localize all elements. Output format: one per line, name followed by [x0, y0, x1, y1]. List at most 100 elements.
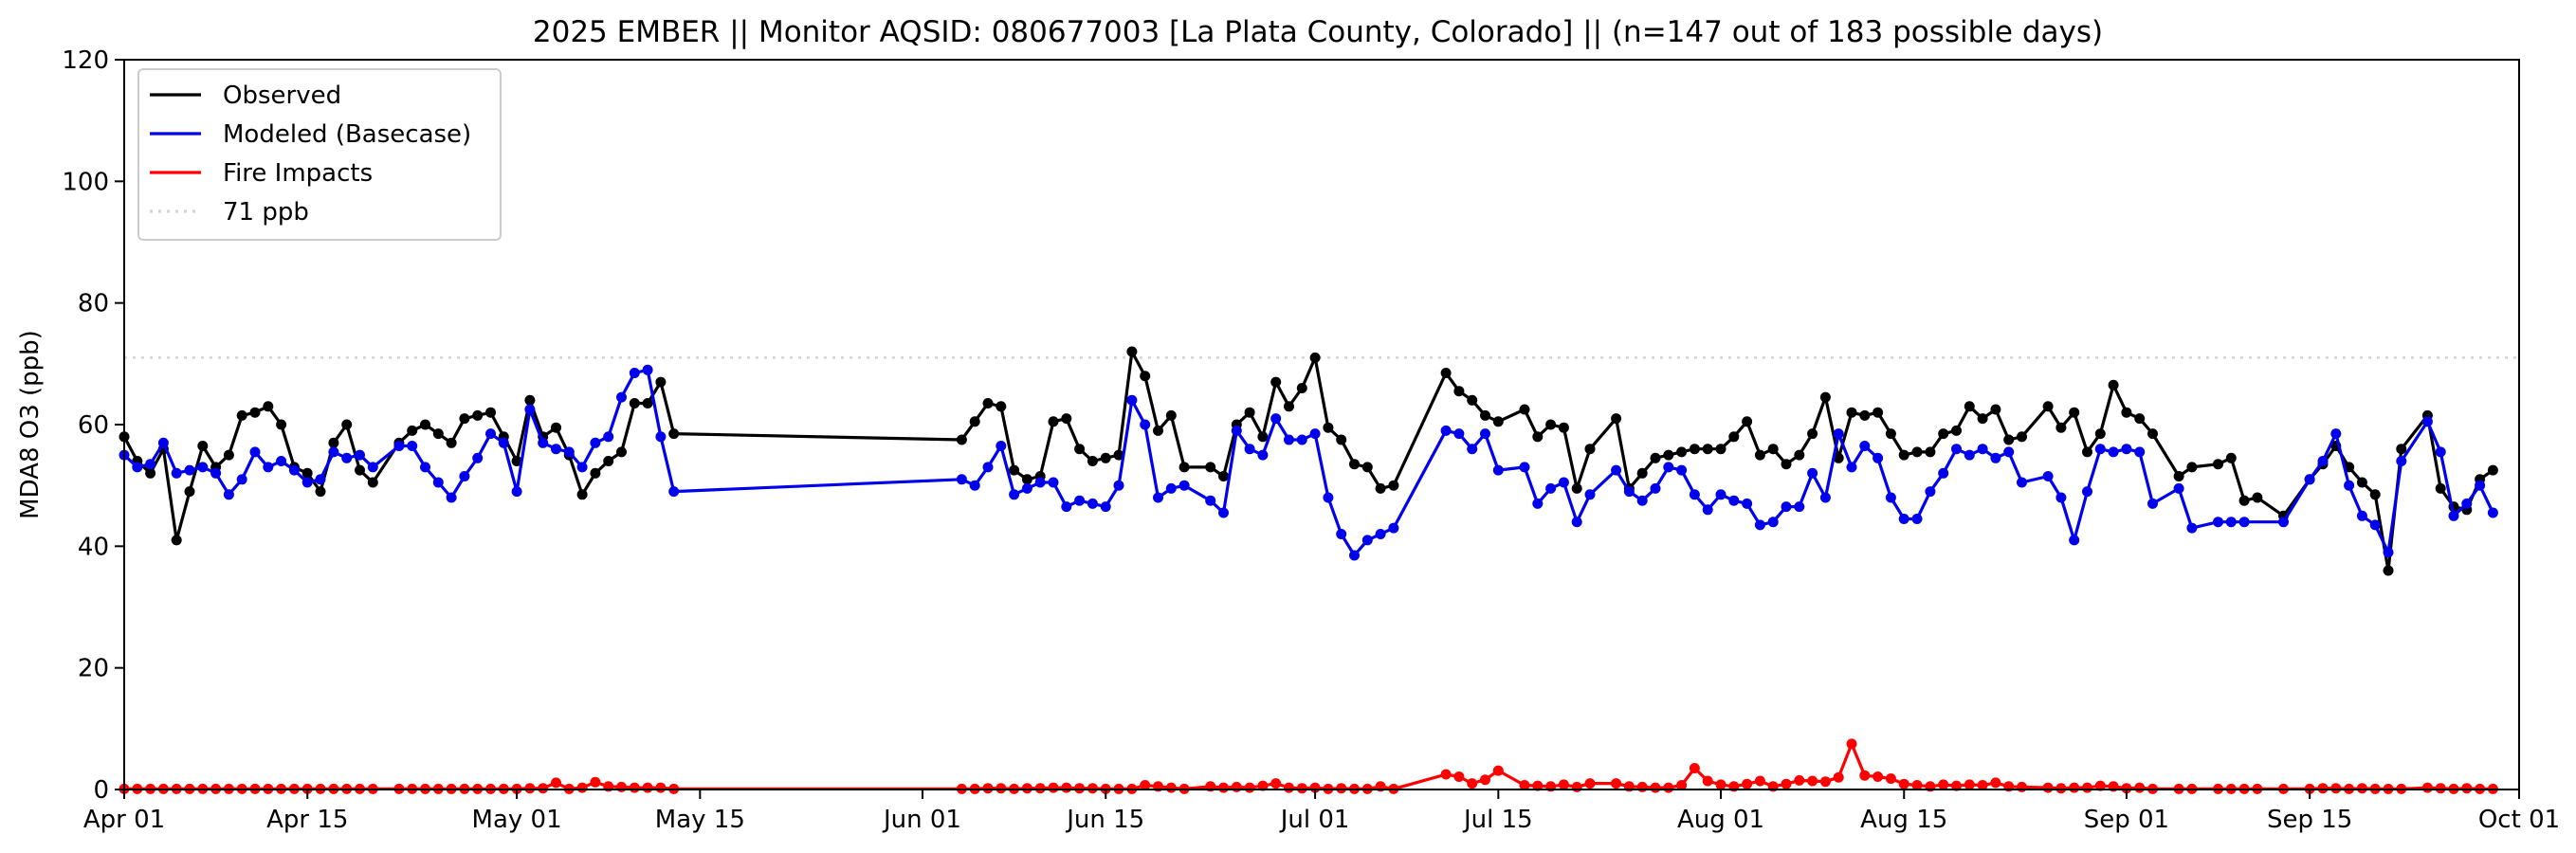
data-point-observed [2369, 489, 2381, 500]
data-point-fire-impacts [1611, 778, 1622, 789]
data-point-modeled-basecase [367, 462, 378, 473]
data-point-modeled-basecase [1519, 462, 1530, 473]
y-tick-label: 100 [62, 168, 109, 196]
data-point-observed [642, 398, 653, 408]
data-point-modeled-basecase [655, 431, 667, 443]
data-point-observed [1165, 409, 1177, 421]
series-modeled-basecase [119, 364, 2498, 561]
x-tick-label: Sep 15 [2267, 806, 2352, 834]
data-point-fire-impacts [1650, 782, 1661, 793]
data-point-modeled-basecase [1990, 452, 2001, 463]
y-axis-label: MDA8 O3 (ppb) [16, 330, 45, 519]
data-point-observed [2042, 401, 2054, 412]
chart-title: 2025 EMBER || Monitor AQSID: 080677003 [… [533, 15, 2103, 49]
data-point-observed [1296, 383, 1307, 393]
data-point-modeled-basecase [1558, 477, 1569, 488]
data-point-fire-impacts [1519, 780, 1530, 790]
data-point-modeled-basecase [197, 462, 209, 473]
data-point-modeled-basecase [1388, 522, 1399, 534]
data-point-modeled-basecase [1676, 464, 1688, 476]
data-point-fire-impacts [1636, 781, 1648, 792]
data-point-fire-impacts [1492, 765, 1504, 776]
data-point-fire-impacts [1532, 780, 1544, 791]
data-point-modeled-basecase [498, 437, 509, 448]
data-point-modeled-basecase [1532, 498, 1544, 509]
data-point-modeled-basecase [1009, 489, 1020, 500]
data-point-fire-impacts [1781, 778, 1792, 789]
data-point-modeled-basecase [1440, 425, 1452, 436]
data-point-modeled-basecase [2003, 446, 2015, 458]
x-tick-label: Oct 01 [2478, 806, 2560, 834]
data-point-fire-impacts [1257, 780, 1269, 791]
data-point-observed [1453, 386, 1465, 397]
data-point-fire-impacts [1061, 782, 1072, 793]
data-point-observed [1938, 428, 1949, 440]
data-point-modeled-basecase [1361, 535, 1373, 546]
data-point-fire-impacts [1021, 783, 1032, 794]
data-point-observed [1584, 444, 1596, 455]
data-point-observed [1545, 419, 1557, 430]
data-point-observed [459, 413, 470, 425]
data-point-fire-impacts [996, 783, 1007, 794]
data-point-observed [1873, 407, 1884, 418]
data-point-modeled-basecase [1323, 492, 1334, 503]
data-point-observed [1349, 459, 1360, 470]
data-point-observed [485, 407, 496, 418]
data-point-observed [1467, 394, 1478, 406]
x-tick-label: Jul 01 [1279, 806, 1350, 834]
data-point-observed [171, 535, 182, 546]
data-point-modeled-basecase [1715, 489, 1726, 500]
data-point-observed [1676, 446, 1688, 458]
data-point-fire-impacts [2055, 783, 2067, 794]
data-point-modeled-basecase [2475, 480, 2486, 491]
data-point-observed [407, 425, 418, 436]
data-point-observed [1532, 431, 1544, 443]
data-point-observed [1728, 431, 1740, 443]
data-point-observed [1048, 416, 1059, 427]
data-point-observed [249, 407, 261, 418]
data-point-modeled-basecase [2108, 446, 2119, 458]
x-tick-label: Jun 15 [1065, 806, 1144, 834]
data-point-observed [668, 428, 680, 440]
data-point-modeled-basecase [288, 464, 300, 476]
data-point-observed [1951, 425, 1962, 436]
data-point-fire-impacts [1689, 763, 1700, 773]
series-observed [119, 346, 2498, 576]
data-point-fire-impacts [2121, 783, 2132, 794]
data-point-modeled-basecase [1140, 419, 1151, 430]
data-point-fire-impacts [1218, 782, 1229, 793]
data-point-modeled-basecase [301, 477, 313, 488]
data-point-observed [1833, 452, 1844, 463]
data-point-modeled-basecase [576, 462, 588, 473]
x-tick-label: May 01 [472, 806, 562, 834]
data-point-observed [2134, 413, 2146, 425]
data-point-observed [2435, 482, 2446, 494]
data-point-observed [2252, 492, 2263, 503]
data-point-observed [1375, 482, 1386, 494]
data-point-modeled-basecase [1938, 467, 1949, 479]
data-point-modeled-basecase [2055, 492, 2067, 503]
data-point-observed [1898, 449, 1909, 461]
data-point-fire-impacts [1074, 783, 1086, 794]
data-point-modeled-basecase [1833, 428, 1844, 440]
data-point-observed [341, 419, 353, 430]
data-point-modeled-basecase [459, 471, 470, 481]
data-point-observed [1977, 413, 1988, 425]
data-point-modeled-basecase [1284, 434, 1294, 445]
data-point-modeled-basecase [2383, 547, 2394, 558]
data-point-observed [197, 441, 209, 451]
data-point-fire-impacts [982, 783, 994, 794]
data-point-observed [1061, 413, 1072, 425]
data-point-modeled-basecase [1925, 486, 1936, 498]
data-point-fire-impacts [1480, 774, 1490, 786]
data-point-modeled-basecase [2213, 517, 2223, 528]
x-tick-label: Aug 15 [1860, 806, 1947, 834]
data-point-observed [1126, 346, 1138, 357]
data-point-observed [184, 486, 195, 498]
data-point-fire-impacts [1087, 783, 1098, 794]
data-point-modeled-basecase [1885, 492, 1896, 503]
data-point-modeled-basecase [2121, 444, 2132, 455]
data-point-fire-impacts [1911, 780, 1923, 790]
data-point-observed [1492, 416, 1504, 427]
data-point-modeled-basecase [1859, 441, 1871, 451]
